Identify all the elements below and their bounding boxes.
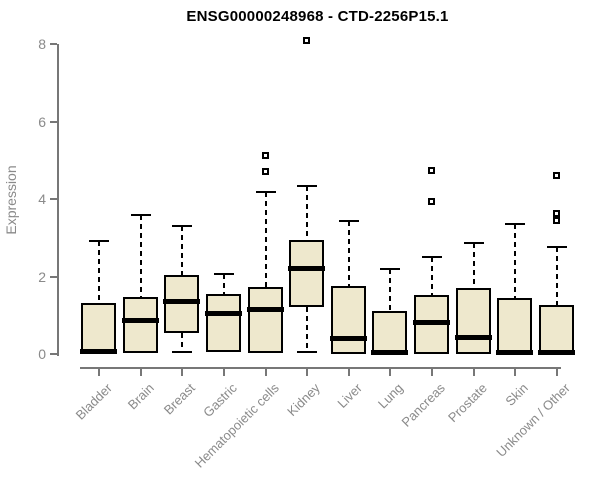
y-axis-tick (50, 121, 57, 123)
upper-whisker-cap (547, 246, 567, 248)
upper-whisker-cap (256, 191, 276, 193)
median-line (330, 336, 367, 341)
outlier-point (262, 168, 269, 175)
box (539, 305, 574, 354)
upper-whisker (181, 226, 183, 275)
y-axis-tick (50, 353, 57, 355)
box (81, 303, 116, 354)
upper-whisker (306, 186, 308, 240)
x-axis-tick (473, 369, 475, 376)
median-line (371, 350, 408, 355)
x-axis-tick (556, 369, 558, 376)
lower-whisker-cap (297, 351, 317, 353)
x-axis-tick (223, 369, 225, 376)
x-axis-tick (98, 369, 100, 376)
median-line (288, 266, 325, 271)
median-line (496, 350, 533, 355)
upper-whisker (265, 192, 267, 287)
outlier-point (303, 37, 310, 44)
lower-whisker (306, 307, 308, 352)
box (289, 240, 324, 307)
outlier-point (553, 217, 560, 224)
x-axis-tick (181, 369, 183, 376)
median-line (538, 350, 575, 355)
upper-whisker (514, 224, 516, 298)
median-line (247, 307, 284, 312)
x-axis-tick (265, 369, 267, 376)
upper-whisker (348, 221, 350, 286)
lower-whisker-cap (172, 351, 192, 353)
lower-whisker (181, 333, 183, 352)
upper-whisker-cap (505, 223, 525, 225)
median-line (80, 349, 117, 354)
upper-whisker-cap (89, 240, 109, 242)
x-axis-tick (140, 369, 142, 376)
upper-whisker (389, 269, 391, 311)
box (123, 297, 158, 353)
y-tick-label: 4 (38, 191, 46, 207)
upper-whisker-cap (131, 214, 151, 216)
box (206, 294, 241, 352)
median-line (163, 299, 200, 304)
y-axis-tick (50, 276, 57, 278)
box (456, 288, 491, 354)
upper-whisker (473, 243, 475, 289)
y-tick-label: 8 (38, 36, 46, 52)
y-tick-label: 2 (38, 269, 46, 285)
median-line (122, 318, 159, 323)
y-axis-line (57, 44, 59, 356)
x-axis-tick (306, 369, 308, 376)
box (372, 311, 407, 354)
x-axis-tick (348, 369, 350, 376)
upper-whisker (556, 247, 558, 305)
upper-whisker (140, 215, 142, 297)
outlier-point (428, 167, 435, 174)
box (164, 275, 199, 333)
y-axis-tick (50, 43, 57, 45)
upper-whisker-cap (172, 225, 192, 227)
upper-whisker-cap (422, 256, 442, 258)
upper-whisker-cap (380, 268, 400, 270)
box (497, 298, 532, 354)
chart-title: ENSG00000248968 - CTD-2256P15.1 (186, 8, 449, 25)
outlier-point (428, 198, 435, 205)
upper-whisker-cap (297, 185, 317, 187)
box (331, 286, 366, 354)
x-axis-tick (514, 369, 516, 376)
median-line (205, 311, 242, 316)
upper-whisker (98, 241, 100, 303)
x-axis-tick (431, 369, 433, 376)
median-line (413, 320, 450, 325)
y-axis-tick (50, 198, 57, 200)
box (248, 287, 283, 353)
outlier-point (262, 152, 269, 159)
y-tick-label: 0 (38, 346, 46, 362)
outlier-point (553, 210, 560, 217)
median-line (455, 335, 492, 340)
x-axis-tick (389, 369, 391, 376)
upper-whisker-cap (214, 273, 234, 275)
y-tick-label: 6 (38, 114, 46, 130)
upper-whisker-cap (464, 242, 484, 244)
outlier-point (553, 172, 560, 179)
upper-whisker-cap (339, 220, 359, 222)
upper-whisker (223, 274, 225, 295)
upper-whisker (431, 257, 433, 295)
x-axis-line (80, 367, 561, 369)
